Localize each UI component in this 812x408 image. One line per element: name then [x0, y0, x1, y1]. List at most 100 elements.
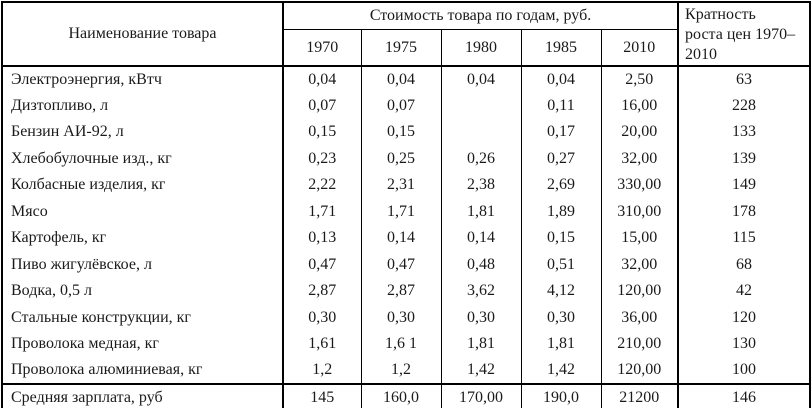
price-cell: 0,30 [360, 304, 442, 331]
price-cell: 1,6 1 [360, 331, 442, 358]
product-name-cell: Мясо [1, 198, 284, 225]
price-cell: 1,42 [440, 357, 522, 384]
table-row: Хлебобулочные изд., кг 0,23 0,25 0,26 0,… [1, 145, 811, 172]
price-cell: 1,2 [282, 357, 362, 384]
price-cell: 0,26 [440, 145, 522, 172]
summary-value-cell: 160,0 [360, 383, 442, 408]
growth-multiple-cell: 68 [677, 251, 811, 278]
growth-multiple-cell: 115 [677, 225, 811, 252]
table-row: Водка, 0,5 л 2,87 2,87 3,62 4,12 120,00 … [1, 278, 811, 305]
price-cell: 0,07 [360, 92, 442, 119]
price-cell: 0,15 [360, 119, 442, 146]
column-header-growth-multiple: Кратность роста цен 1970– 2010 [677, 1, 811, 67]
table-row: Проволока алюминиевая, кг 1,2 1,2 1,42 1… [1, 357, 811, 384]
price-cell: 1,81 [440, 331, 522, 358]
product-name-cell: Дизтопливо, л [1, 92, 284, 119]
price-cell: 15,00 [600, 225, 679, 252]
header-row-group: Наименование товара Стоимость товара по … [1, 1, 811, 67]
table-row: Бензин АИ-92, л 0,15 0,15 0,17 20,00 133 [1, 119, 811, 146]
header-row-years: 1970 1975 1980 1985 2010 [2, 29, 810, 68]
table-row: Стальные конструкции, кг 0,30 0,30 0,30 … [1, 304, 811, 331]
price-cell: 0,48 [440, 251, 522, 278]
price-cell: 1,81 [520, 331, 602, 358]
price-cell [440, 119, 522, 146]
growth-multiple-cell: 130 [677, 331, 811, 358]
price-cell: 2,50 [600, 66, 679, 93]
price-cell: 120,00 [600, 357, 679, 384]
summary-value-cell: 170,00 [440, 383, 522, 408]
price-cell: 0,47 [360, 251, 442, 278]
price-cell: 0,23 [282, 145, 362, 172]
summary-value-cell: 190,0 [520, 383, 602, 408]
table-row: Проволока медная, кг 1,61 1,6 1 1,81 1,8… [1, 331, 811, 358]
price-cell: 0,04 [520, 66, 602, 93]
year-header-1970: 1970 [282, 29, 362, 68]
growth-multiple-cell: 100 [677, 357, 811, 384]
growth-multiple-cell: 63 [677, 66, 811, 93]
summary-value-cell: 21200 [600, 383, 679, 408]
year-header-1985: 1985 [520, 29, 602, 68]
price-cell: 4,12 [520, 278, 602, 305]
price-cell: 1,42 [520, 357, 602, 384]
price-cell: 1,2 [360, 357, 442, 384]
price-cell: 32,00 [600, 145, 679, 172]
growth-multiple-cell: 178 [677, 198, 811, 225]
price-cell: 32,00 [600, 251, 679, 278]
growth-multiple-cell: 120 [677, 304, 811, 331]
summary-row: Средняя зарплата, руб 145 160,0 170,00 1… [1, 383, 811, 408]
price-cell: 0,30 [282, 304, 362, 331]
price-cell: 2,22 [282, 172, 362, 199]
price-cell: 0,25 [360, 145, 442, 172]
price-cell: 0,47 [282, 251, 362, 278]
product-name-cell: Электроэнергия, кВтч [1, 66, 284, 93]
product-name-cell: Пиво жигулёвское, л [1, 251, 284, 278]
growth-multiple-cell: 42 [677, 278, 811, 305]
price-cell: 2,87 [360, 278, 442, 305]
price-cell: 120,00 [600, 278, 679, 305]
price-cell: 1,71 [282, 198, 362, 225]
product-name-cell: Проволока медная, кг [1, 331, 284, 358]
table-row: Картофель, кг 0,13 0,14 0,14 0,15 15,00 … [1, 225, 811, 252]
table-row: Дизтопливо, л 0,07 0,07 0,11 16,00 228 [1, 92, 811, 119]
price-cell: 330,00 [600, 172, 679, 199]
price-cell: 36,00 [600, 304, 679, 331]
table-row: Колбасные изделия, кг 2,22 2,31 2,38 2,6… [1, 172, 811, 199]
table-row: Пиво жигулёвское, л 0,47 0,47 0,48 0,51 … [1, 251, 811, 278]
product-name-cell: Проволока алюминиевая, кг [1, 357, 284, 384]
price-cell: 0,15 [520, 225, 602, 252]
price-cell: 20,00 [600, 119, 679, 146]
product-name-cell: Бензин АИ-92, л [1, 119, 284, 146]
summary-growth-cell: 146 [677, 383, 811, 408]
price-cell: 0,07 [282, 92, 362, 119]
product-name-cell: Колбасные изделия, кг [1, 172, 284, 199]
price-cell: 0,51 [520, 251, 602, 278]
price-cell: 0,30 [520, 304, 602, 331]
product-name-cell: Стальные конструкции, кг [1, 304, 284, 331]
price-cell: 0,15 [282, 119, 362, 146]
product-name-cell: Водка, 0,5 л [1, 278, 284, 305]
column-group-header-prices: Стоимость товара по годам, руб. [282, 1, 680, 31]
price-cell: 2,31 [360, 172, 442, 199]
growth-multiple-cell: 228 [677, 92, 811, 119]
product-name-cell: Картофель, кг [1, 225, 284, 252]
year-header-1975: 1975 [360, 29, 442, 68]
price-cell: 0,17 [520, 119, 602, 146]
price-cell: 1,61 [282, 331, 362, 358]
price-cell: 1,71 [360, 198, 442, 225]
price-cell: 0,14 [440, 225, 522, 252]
price-cell [440, 92, 522, 119]
price-cell: 310,00 [600, 198, 679, 225]
price-cell: 1,81 [440, 198, 522, 225]
year-header-1980: 1980 [440, 29, 522, 68]
price-cell: 3,62 [440, 278, 522, 305]
year-header-2010: 2010 [600, 29, 679, 68]
column-header-product-name: Наименование товара [1, 1, 284, 67]
summary-value-cell: 145 [282, 383, 362, 408]
price-cell: 0,13 [282, 225, 362, 252]
price-cell: 0,14 [360, 225, 442, 252]
product-name-cell: Хлебобулочные изд., кг [1, 145, 284, 172]
price-cell: 2,38 [440, 172, 522, 199]
summary-name-cell: Средняя зарплата, руб [1, 383, 284, 408]
